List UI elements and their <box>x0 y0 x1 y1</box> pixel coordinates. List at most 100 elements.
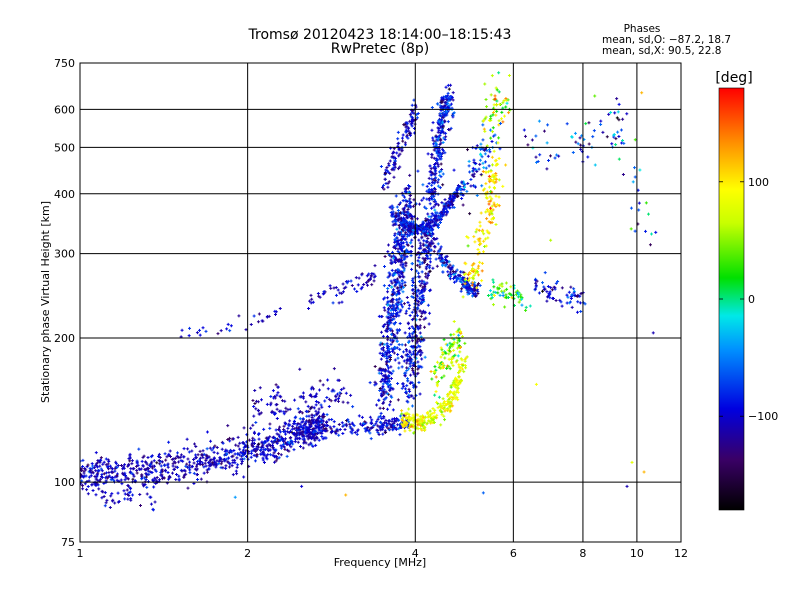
scatter-point <box>113 501 117 505</box>
scatter-point <box>320 418 324 422</box>
scatter-point <box>265 444 269 448</box>
scatter-point <box>408 173 412 177</box>
scatter-point <box>310 418 314 422</box>
scatter-point <box>403 238 407 242</box>
scatter-point <box>358 422 362 426</box>
scatter-point <box>487 164 491 168</box>
scatter-point <box>123 497 127 501</box>
scatter-point <box>420 357 424 361</box>
scatter-point <box>389 327 393 331</box>
scatter-point <box>415 217 419 221</box>
scatter-point <box>386 407 390 411</box>
scatter-point <box>434 257 438 261</box>
scatter-point <box>143 467 147 471</box>
scatter-point <box>385 327 389 331</box>
scatter-point <box>424 316 428 320</box>
scatter-point <box>253 402 257 406</box>
scatter-point <box>394 194 398 198</box>
scatter-point <box>355 432 359 436</box>
scatter-point <box>83 482 87 486</box>
scatter-point <box>182 447 186 451</box>
scatter-point <box>202 465 206 469</box>
scatter-point <box>388 320 392 324</box>
scatter-point <box>387 284 391 288</box>
scatter-point <box>431 266 435 270</box>
scatter-point <box>269 444 273 448</box>
scatter-point <box>225 452 229 456</box>
scatter-point <box>391 428 395 432</box>
scatter-point <box>402 384 406 388</box>
scatter-point <box>380 388 384 392</box>
y-axis: 75 100 200 300 400 500 600 750 <box>54 57 75 549</box>
scatter-point <box>92 466 96 470</box>
scatter-point <box>309 441 313 445</box>
scatter-point <box>80 472 83 476</box>
scatter-point <box>428 164 432 168</box>
scatter-point <box>389 425 393 429</box>
scatter-point <box>385 381 389 385</box>
scatter-point <box>481 138 485 142</box>
scatter-point <box>114 460 118 464</box>
scatter-point <box>402 302 406 306</box>
scatter-point <box>142 476 146 480</box>
scatter-point <box>341 400 345 404</box>
scatter-point <box>375 403 379 407</box>
scatter-point <box>186 486 190 490</box>
scatter-point <box>417 380 421 384</box>
scatter-point <box>379 421 383 425</box>
scatter-point <box>260 440 264 444</box>
scatter-point <box>398 297 402 301</box>
x-axis-label: Frequency [MHz] <box>334 556 426 569</box>
scatter-point <box>407 326 411 330</box>
scatter-point <box>404 262 408 266</box>
scatter-point <box>381 324 385 328</box>
scatter-point <box>381 346 385 350</box>
scatter-point <box>415 263 419 267</box>
scatter-point <box>389 383 393 387</box>
scatter-point <box>390 314 394 318</box>
scatter-point <box>334 398 338 402</box>
scatter-point <box>379 426 383 430</box>
scatter-point <box>384 368 388 372</box>
scatter-point <box>212 450 216 454</box>
scatter-point <box>211 461 215 465</box>
scatter-point <box>97 487 101 491</box>
scatter-point <box>491 126 495 130</box>
scatter-point <box>208 462 212 466</box>
scatter-point <box>228 436 232 440</box>
scatter-point <box>231 473 235 477</box>
scatter-point <box>394 246 398 250</box>
scatter-point <box>128 454 132 458</box>
scatter-point <box>390 281 394 285</box>
scatter-point <box>430 105 434 109</box>
scatter-point <box>387 419 391 423</box>
scatter-point <box>430 183 434 187</box>
scatter-point <box>328 425 332 429</box>
scatter-point <box>402 235 406 239</box>
scatter-point <box>483 82 487 86</box>
scatter-point <box>271 441 275 445</box>
scatter-point <box>419 353 423 357</box>
scatter-point <box>89 474 93 478</box>
scatter-point <box>261 450 265 454</box>
scatter-point <box>393 280 397 284</box>
chart-subtitle: RwPretec (8p) <box>331 41 429 57</box>
scatter-point <box>554 298 558 302</box>
scatter-point <box>398 301 402 305</box>
scatter-point <box>122 489 126 493</box>
scatter-point <box>418 202 422 206</box>
scatter-point <box>389 255 393 259</box>
scatter-point <box>401 290 405 294</box>
scatter-point <box>383 350 387 354</box>
scatter-point <box>417 238 421 242</box>
scatter-point <box>257 445 261 449</box>
scatter-point <box>431 407 435 411</box>
scatter-point <box>421 256 425 260</box>
scatter-point <box>382 392 386 396</box>
scatter-point <box>397 343 401 347</box>
scatter-point <box>545 141 549 145</box>
scatter-point <box>223 459 227 463</box>
scatter-point <box>475 194 479 198</box>
scatter-point <box>431 121 435 125</box>
scatter-point <box>86 463 90 467</box>
